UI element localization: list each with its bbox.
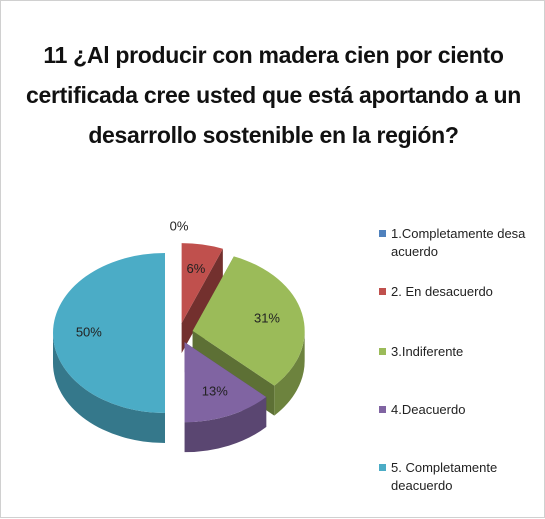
- data-label: 6%: [186, 261, 205, 276]
- slice-wall: [181, 248, 223, 354]
- legend-label: 2. En desacuerdo: [391, 284, 493, 299]
- slice-top: [192, 256, 305, 386]
- data-label: 0%: [170, 218, 189, 233]
- legend-label: 1.Completamente desa acuerdo: [391, 226, 526, 259]
- slice: [53, 253, 165, 443]
- data-label: 50%: [76, 324, 102, 339]
- legend-item: 3.Indiferente: [379, 343, 544, 361]
- slice-side: [184, 396, 267, 453]
- legend-swatch: [379, 348, 386, 355]
- legend-swatch: [379, 230, 386, 237]
- slice: [184, 342, 267, 453]
- legend-swatch: [379, 406, 386, 413]
- legend-item: 5. Completamente deacuerdo: [379, 459, 544, 495]
- legend-label: 3.Indiferente: [391, 344, 464, 359]
- legend-label: 5. Completamente deacuerdo: [391, 460, 498, 493]
- legend-label: 4.Deacuerdo: [391, 402, 466, 417]
- slice-top: [181, 243, 223, 324]
- legend-item: 2. En desacuerdo: [379, 283, 544, 301]
- legend-item: 4.Deacuerdo: [379, 401, 544, 419]
- chart-title: 11 ¿Al producir con madera cien por cien…: [26, 42, 521, 148]
- data-label: 13%: [202, 384, 228, 399]
- slice: [181, 243, 223, 354]
- legend-swatch: [379, 288, 386, 295]
- slice-top: [184, 342, 267, 423]
- legend-swatch: [379, 464, 386, 471]
- legend-item: 1.Completamente desa acuerdo: [379, 225, 544, 261]
- data-label: 31%: [254, 310, 280, 325]
- slice-side: [53, 333, 165, 443]
- slice-side: [274, 330, 305, 416]
- slice-top: [53, 253, 165, 413]
